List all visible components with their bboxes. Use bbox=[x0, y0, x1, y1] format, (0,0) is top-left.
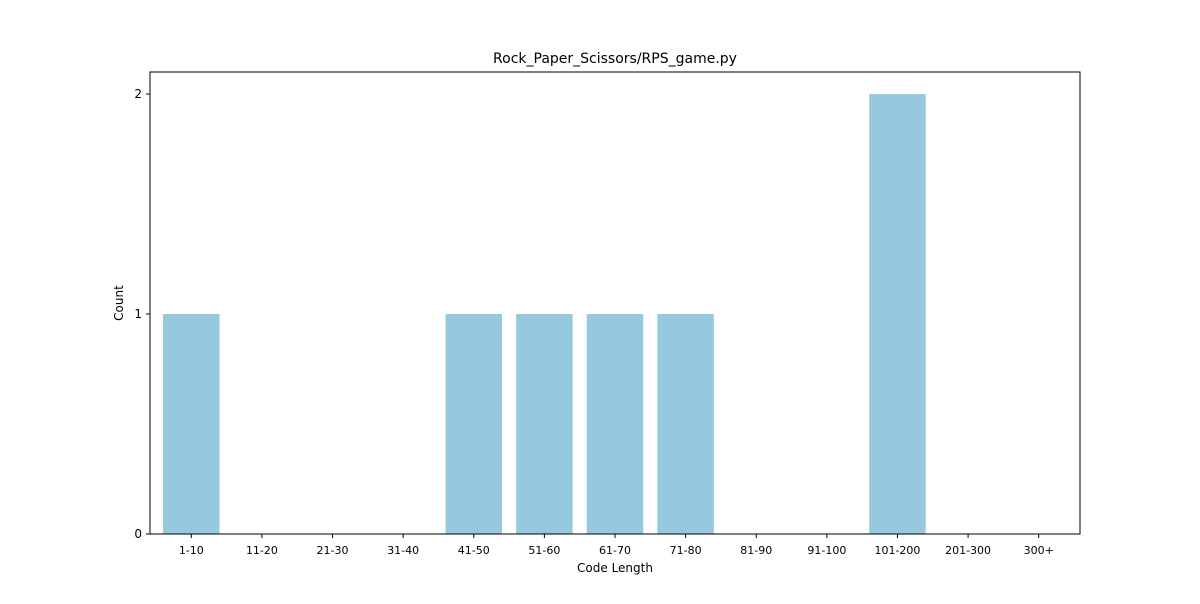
y-tick-label: 2 bbox=[134, 87, 142, 101]
chart-title: Rock_Paper_Scissors/RPS_game.py bbox=[493, 51, 737, 67]
x-tick-label: 101-200 bbox=[874, 544, 920, 557]
x-tick-label: 41-50 bbox=[458, 544, 490, 557]
axes-layer: 1-10 11-20 21-30 31-40 41-50 51-60 61-70 71-80 8… bbox=[134, 87, 1053, 557]
plot-frame bbox=[149, 71, 1081, 535]
x-axis-label: Code Length bbox=[577, 561, 653, 575]
x-tick-label: 51-60 bbox=[528, 544, 560, 557]
x-tick-label: 81-90 bbox=[740, 544, 772, 557]
y-tick-label: 0 bbox=[134, 527, 142, 541]
x-tick-label: 11-20 bbox=[246, 544, 278, 557]
x-tick-label: 61-70 bbox=[599, 544, 631, 557]
bars-layer bbox=[163, 94, 926, 534]
bar-51-60 bbox=[516, 314, 573, 534]
x-tick-label: 31-40 bbox=[387, 544, 419, 557]
x-tick-label: 201-300 bbox=[945, 544, 991, 557]
x-tick-label: 1-10 bbox=[179, 544, 204, 557]
x-tick-label: 91-100 bbox=[807, 544, 846, 557]
bar-41-50 bbox=[445, 314, 503, 534]
bar-101-200 bbox=[869, 94, 926, 534]
bar-71-80 bbox=[657, 314, 714, 534]
y-axis-label: Count bbox=[112, 285, 126, 321]
x-tick-label: 300+ bbox=[1024, 544, 1054, 557]
x-tick-label: 21-30 bbox=[317, 544, 349, 557]
bar-61-70 bbox=[586, 314, 644, 534]
bar-1-10 bbox=[163, 314, 220, 534]
x-tick-label: 71-80 bbox=[670, 544, 702, 557]
y-tick-label: 1 bbox=[134, 307, 142, 321]
